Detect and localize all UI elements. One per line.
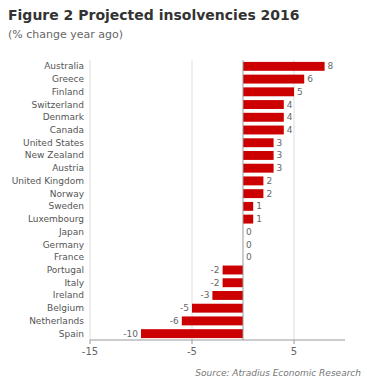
title: Figure 2 Projected insolvencies 2016 <box>8 7 300 23</box>
data-label: 0 <box>246 252 252 262</box>
bar <box>141 329 243 338</box>
category-label: Switzerland <box>32 100 85 110</box>
bars <box>141 62 325 338</box>
data-label: 2 <box>266 176 272 186</box>
category-label: Australia <box>44 61 84 71</box>
category-label: Finland <box>52 87 84 97</box>
x-tick <box>90 340 91 344</box>
category-label: France <box>54 252 84 262</box>
data-label: 1 <box>256 201 262 211</box>
category-label: Germany <box>43 240 85 250</box>
bar <box>243 138 274 147</box>
bar <box>243 87 294 96</box>
bar <box>212 291 243 300</box>
category-label: Greece <box>52 74 84 84</box>
data-label: -5 <box>180 303 189 313</box>
grid-line <box>192 60 193 340</box>
data-label: 8 <box>328 61 334 71</box>
data-label: 5 <box>297 87 303 97</box>
x-tick-label: -15 <box>82 346 98 357</box>
x-tick-label: -5 <box>187 346 197 357</box>
data-label: -2 <box>211 278 220 288</box>
bar <box>243 176 263 185</box>
data-label: 4 <box>287 100 293 110</box>
data-label: -2 <box>211 265 220 275</box>
category-label: Japan <box>58 227 84 237</box>
data-label: 4 <box>287 125 293 135</box>
bar <box>243 151 274 160</box>
category-label: Austria <box>52 163 84 173</box>
category-label: Ireland <box>53 290 84 300</box>
bar <box>243 113 284 122</box>
data-label: 3 <box>277 138 283 148</box>
x-tick <box>294 340 295 344</box>
baseline <box>243 60 244 340</box>
bar <box>243 126 284 135</box>
category-label: Spain <box>59 329 84 339</box>
category-label: Sweden <box>48 201 84 211</box>
chart: Figure 2 Projected insolvencies 2016 (% c… <box>0 0 367 384</box>
category-label: Italy <box>64 278 84 288</box>
bar <box>243 189 263 198</box>
data-label: -10 <box>123 329 138 339</box>
category-label: Canada <box>50 125 84 135</box>
x-axis-line <box>90 340 345 341</box>
category-label: Portugal <box>47 265 84 275</box>
subtitle: (% change year ago) <box>8 28 123 41</box>
bar <box>243 202 253 211</box>
data-label: 0 <box>246 240 252 250</box>
category-label: Belgium <box>47 303 84 313</box>
bar <box>182 316 243 325</box>
grid-line <box>294 60 295 340</box>
category-label: Norway <box>50 189 85 199</box>
data-label: -6 <box>170 316 179 326</box>
bar <box>243 215 253 224</box>
category-label: New Zealand <box>25 150 84 160</box>
data-label: 2 <box>266 189 272 199</box>
bar <box>223 278 243 287</box>
category-label: Denmark <box>43 112 85 122</box>
data-label: 0 <box>246 227 252 237</box>
category-label: United States <box>23 138 84 148</box>
bar <box>243 62 325 71</box>
data-label: 3 <box>277 163 283 173</box>
bar <box>192 304 243 313</box>
data-label: 1 <box>256 214 262 224</box>
x-tick-label: 5 <box>291 346 297 357</box>
bar <box>223 266 243 275</box>
data-label: 3 <box>277 150 283 160</box>
bar <box>243 75 304 84</box>
source: Source: Atradius Economic Research <box>195 368 361 378</box>
data-label: 4 <box>287 112 293 122</box>
category-label: Luxembourg <box>28 214 84 224</box>
bar <box>243 100 284 109</box>
category-label: United Kingdom <box>12 176 84 186</box>
data-label: 6 <box>307 74 313 84</box>
category-label: Netherlands <box>29 316 84 326</box>
bar <box>243 164 274 173</box>
grid-line <box>90 60 91 340</box>
data-label: -3 <box>200 290 209 300</box>
x-tick <box>192 340 193 344</box>
